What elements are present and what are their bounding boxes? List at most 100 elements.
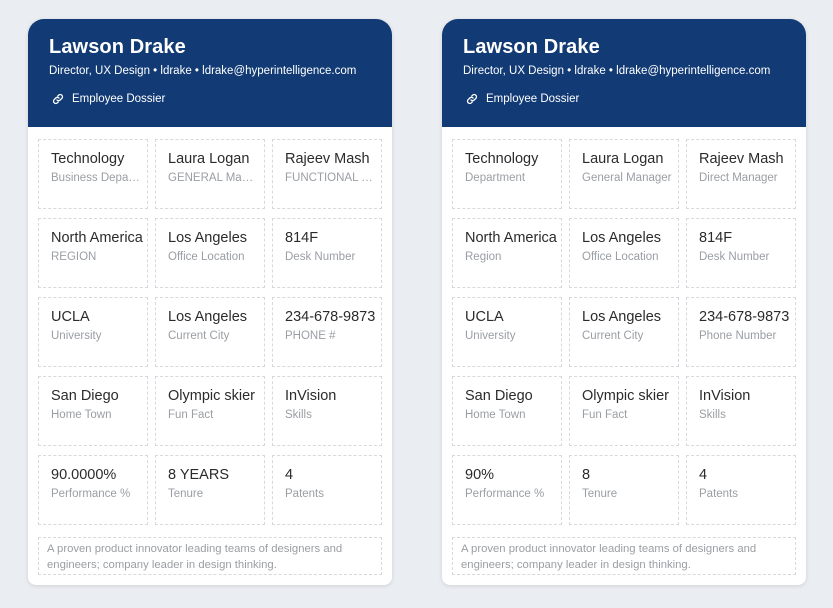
attribute-label: Performance %	[51, 488, 131, 500]
attribute-label: Tenure	[168, 488, 204, 500]
attribute-cell-department: Technology Business Department	[38, 139, 148, 209]
attribute-label: Business Department	[51, 172, 147, 184]
attribute-cell-office-location: Los Angeles Office Location	[155, 218, 265, 288]
attribute-label: REGION	[51, 251, 97, 263]
attribute-cell-region: North America Region	[452, 218, 562, 288]
employee-dossier-link[interactable]: Employee Dossier	[463, 92, 579, 106]
attribute-cell-current-city: Los Angeles Current City	[155, 297, 265, 367]
attribute-row: San Diego Home Town Olympic skier Fun Fact…	[38, 376, 382, 446]
attribute-value: InVision	[699, 388, 751, 404]
attribute-cell-tenure: 8 Tenure	[569, 455, 679, 525]
employee-subtitle: Director, UX Design • ldrake • ldrake@hy…	[49, 65, 357, 77]
attribute-cell-university: UCLA University	[38, 297, 148, 367]
attribute-value: Los Angeles	[168, 230, 248, 246]
attribute-label: Direct Manager	[699, 172, 778, 184]
attribute-label: Performance %	[465, 488, 545, 500]
attribute-cell-tenure: 8 YEARS Tenure	[155, 455, 265, 525]
employee-bio: A proven product innovator leading teams…	[38, 537, 382, 575]
attribute-value: 814F	[285, 230, 319, 246]
employee-subtitle: Director, UX Design • ldrake • ldrake@hy…	[463, 65, 771, 77]
attribute-label: Home Town	[465, 409, 526, 421]
attribute-label: Phone Number	[699, 330, 777, 342]
attribute-cell-performance: 90% Performance %	[452, 455, 562, 525]
attribute-cell-university: UCLA University	[452, 297, 562, 367]
attribute-row: North America REGION Los Angeles Office Lo…	[38, 218, 382, 288]
attribute-value: Technology	[51, 151, 125, 167]
employee-name: Lawson Drake	[463, 36, 600, 58]
attribute-cell-home-town: San Diego Home Town	[452, 376, 562, 446]
attribute-label: University	[51, 330, 102, 342]
attribute-cell-desk-number: 814F Desk Number	[272, 218, 382, 288]
attribute-value: Los Angeles	[582, 230, 662, 246]
attribute-grid: Technology Business Department Laura Loga…	[38, 139, 382, 534]
card-header: Lawson Drake Director, UX Design • ldrak…	[28, 19, 392, 127]
attribute-label: GENERAL Manager	[168, 172, 264, 184]
attribute-value: 90%	[465, 467, 495, 483]
attribute-value: San Diego	[51, 388, 119, 404]
attribute-cell-general-manager: Laura Logan GENERAL Manager	[155, 139, 265, 209]
attribute-value: 4	[699, 467, 708, 483]
attribute-row: San Diego Home Town Olympic skier Fun Fact…	[452, 376, 796, 446]
dossier-label: Employee Dossier	[72, 93, 166, 105]
attribute-label: Current City	[582, 330, 644, 342]
attribute-value: Rajeev Mash	[285, 151, 370, 167]
attribute-value: Laura Logan	[168, 151, 250, 167]
attribute-row: Technology Department Laura Logan General …	[452, 139, 796, 209]
attribute-cell-functional-manager: Rajeev Mash FUNCTIONAL Manager	[272, 139, 382, 209]
attribute-cell-home-town: San Diego Home Town	[38, 376, 148, 446]
attribute-value: North America	[51, 230, 143, 246]
link-icon	[466, 93, 478, 105]
attribute-value: UCLA	[465, 309, 504, 325]
attribute-label: Department	[465, 172, 526, 184]
attribute-cell-fun-fact: Olympic skier Fun Fact	[155, 376, 265, 446]
attribute-row: UCLA University Los Angeles Current City 2…	[38, 297, 382, 367]
attribute-label: University	[465, 330, 516, 342]
attribute-label: Tenure	[582, 488, 618, 500]
attribute-label: Skills	[699, 409, 726, 421]
attribute-label: Office Location	[168, 251, 245, 263]
attribute-label: Fun Fact	[582, 409, 628, 421]
attribute-label: Current City	[168, 330, 230, 342]
employee-dossier-link[interactable]: Employee Dossier	[49, 92, 165, 106]
attribute-value: Rajeev Mash	[699, 151, 784, 167]
attribute-value: 4	[285, 467, 294, 483]
attribute-cell-skills: InVision Skills	[686, 376, 796, 446]
attribute-label: Region	[465, 251, 502, 263]
attribute-cell-phone: 234-678-9873 Phone Number	[686, 297, 796, 367]
attribute-row: 90.0000% Performance % 8 YEARS Tenure 4 Pat…	[38, 455, 382, 525]
attribute-cell-region: North America REGION	[38, 218, 148, 288]
attribute-value: North America	[465, 230, 557, 246]
employee-bio: A proven product innovator leading teams…	[452, 537, 796, 575]
attribute-cell-phone: 234-678-9873 PHONE #	[272, 297, 382, 367]
attribute-label: PHONE #	[285, 330, 336, 342]
attribute-value: Technology	[465, 151, 539, 167]
attribute-value: UCLA	[51, 309, 90, 325]
employee-name: Lawson Drake	[49, 36, 186, 58]
attribute-row: Technology Business Department Laura Loga…	[38, 139, 382, 209]
attribute-label: Fun Fact	[168, 409, 214, 421]
attribute-label: Office Location	[582, 251, 659, 263]
attribute-grid: Technology Department Laura Logan General …	[452, 139, 796, 534]
attribute-value: Los Angeles	[168, 309, 248, 325]
attribute-cell-direct-manager: Rajeev Mash Direct Manager	[686, 139, 796, 209]
attribute-row: 90% Performance % 8 Tenure 4 Patents	[452, 455, 796, 525]
employee-card-left: Lawson Drake Director, UX Design • ldrak…	[28, 19, 392, 585]
attribute-value: 234-678-9873	[285, 309, 376, 325]
attribute-row: UCLA University Los Angeles Current City 2…	[452, 297, 796, 367]
attribute-value: 8 YEARS	[168, 467, 229, 483]
attribute-cell-department: Technology Department	[452, 139, 562, 209]
attribute-value: 814F	[699, 230, 733, 246]
card-header: Lawson Drake Director, UX Design • ldrak…	[442, 19, 806, 127]
attribute-cell-patents: 4 Patents	[272, 455, 382, 525]
attribute-cell-desk-number: 814F Desk Number	[686, 218, 796, 288]
attribute-value: Olympic skier	[582, 388, 670, 404]
attribute-label: Patents	[699, 488, 738, 500]
attribute-label: Desk Number	[699, 251, 770, 263]
attribute-cell-current-city: Los Angeles Current City	[569, 297, 679, 367]
link-icon	[52, 93, 64, 105]
attribute-label: Patents	[285, 488, 324, 500]
attribute-cell-patents: 4 Patents	[686, 455, 796, 525]
attribute-value: 90.0000%	[51, 467, 117, 483]
attribute-cell-office-location: Los Angeles Office Location	[569, 218, 679, 288]
attribute-value: 234-678-9873	[699, 309, 790, 325]
